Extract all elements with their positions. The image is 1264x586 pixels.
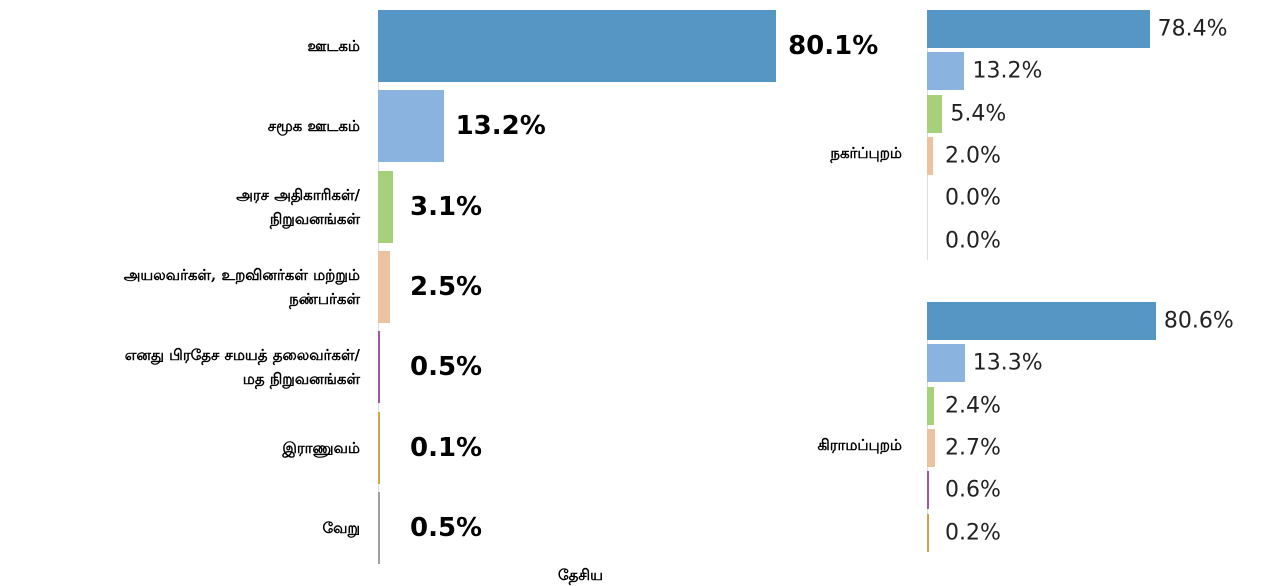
group-label: நகர்ப்புறம் xyxy=(830,143,902,162)
value-label: 0.5% xyxy=(410,352,483,383)
value-label: 0.0% xyxy=(945,228,1001,253)
bar xyxy=(378,491,381,564)
value-label: 13.2% xyxy=(455,111,546,142)
bar xyxy=(927,10,1150,48)
group-label: கிராமப்புறம் xyxy=(817,435,902,454)
value-label: 0.2% xyxy=(945,520,1001,545)
value-label: 80.6% xyxy=(1163,308,1234,334)
value-label: 2.5% xyxy=(410,271,483,302)
bar xyxy=(927,386,934,425)
bar xyxy=(927,344,965,383)
value-label: 80.1% xyxy=(788,31,879,61)
value-label: 78.4% xyxy=(1157,16,1228,42)
value-label: 0.1% xyxy=(410,432,483,463)
bar xyxy=(378,170,394,243)
axis-line xyxy=(927,10,928,260)
bar xyxy=(927,52,965,91)
value-label: 0.5% xyxy=(410,512,483,543)
category-label: எனது பிரதேச சமயத் தலைவர்கள்/ மத நிறுவனங்… xyxy=(124,346,360,389)
bar xyxy=(378,10,777,82)
bar xyxy=(378,331,381,404)
axis-line xyxy=(927,302,928,552)
value-label: 13.2% xyxy=(972,58,1043,84)
value-label: 0.6% xyxy=(945,477,1001,503)
category-label: சமூக ஊடகம் xyxy=(267,117,360,136)
value-label: 2.0% xyxy=(945,143,1001,169)
category-label: வேறு xyxy=(322,518,360,537)
bar xyxy=(927,428,935,467)
category-label: அரச அதிகாரிகள்/ நிறுவனங்கள் xyxy=(236,185,360,228)
category-label: ஊடகம் xyxy=(307,37,361,55)
value-label: 5.4% xyxy=(950,101,1007,127)
x-axis-label: தேசிய xyxy=(557,566,603,584)
bar xyxy=(927,471,929,510)
value-label: 0.0% xyxy=(945,185,1001,211)
value-label: 2.4% xyxy=(945,393,1001,419)
value-label: 2.7% xyxy=(945,435,1001,461)
bar xyxy=(927,302,1156,340)
value-label: 3.1% xyxy=(410,191,483,222)
bar xyxy=(378,250,391,323)
category-label: அயலவர்கள், உறவினர்கள் மற்றும் நண்பர்கள் xyxy=(123,265,360,308)
bar xyxy=(927,136,933,175)
bar xyxy=(378,90,444,163)
bar xyxy=(927,94,943,133)
bar xyxy=(378,411,380,484)
bar xyxy=(927,513,929,552)
value-label: 13.3% xyxy=(972,350,1043,376)
category-label: இராணுவம் xyxy=(282,438,360,457)
